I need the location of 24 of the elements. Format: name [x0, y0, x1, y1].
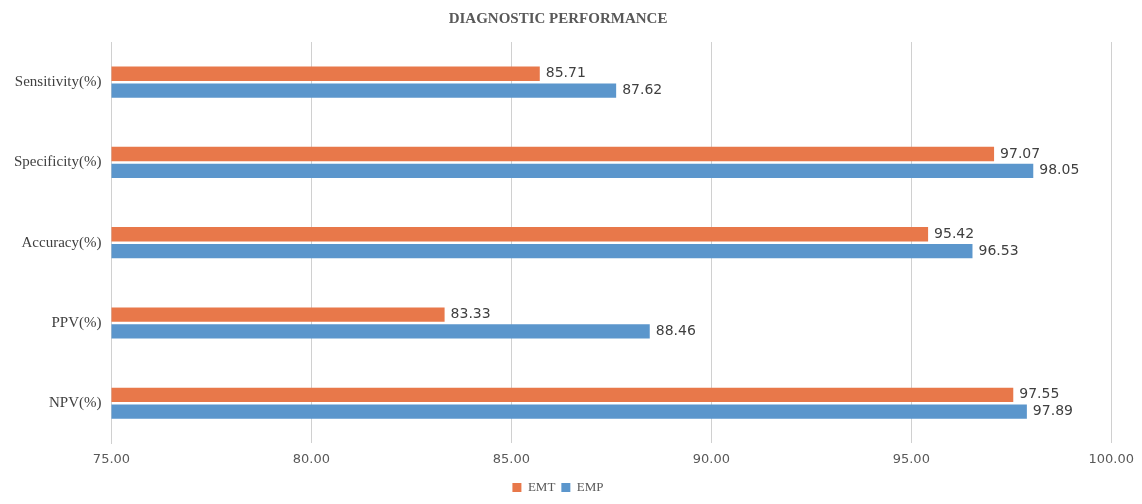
x-tick-label: 85.00 — [492, 450, 530, 466]
data-label: 98.05 — [1039, 161, 1080, 178]
x-tick-label: 75.00 — [92, 450, 131, 466]
data-label: 83.33 — [450, 305, 491, 322]
x-tick-label: 95.00 — [892, 450, 930, 466]
data-label: 87.62 — [622, 81, 663, 98]
y-tick-label: PPV(%) — [51, 313, 102, 331]
chart-title: DIAGNOSTIC PERFORMANCE — [448, 9, 668, 26]
data-label: 97.55 — [1019, 385, 1060, 402]
x-tick-label: 80.00 — [292, 450, 331, 466]
data-label: 97.89 — [1032, 402, 1073, 419]
data-label: 96.53 — [978, 241, 1019, 258]
x-tick-label: 100.00 — [1088, 450, 1135, 466]
data-label: 95.42 — [934, 224, 975, 241]
x-tick-label: 90.00 — [692, 450, 730, 466]
data-label: 85.71 — [545, 64, 586, 81]
data-label: 97.07 — [1000, 144, 1041, 161]
y-tick-label: Specificity(%) — [14, 153, 102, 171]
legend-label: EMP — [576, 478, 604, 494]
y-tick-label: Sensitivity(%) — [14, 73, 102, 91]
y-tick-label: NPV(%) — [48, 394, 102, 412]
y-tick-label: Accuracy(%) — [21, 233, 102, 251]
data-label: 88.46 — [655, 322, 696, 339]
legend-label: EMT — [527, 478, 556, 494]
